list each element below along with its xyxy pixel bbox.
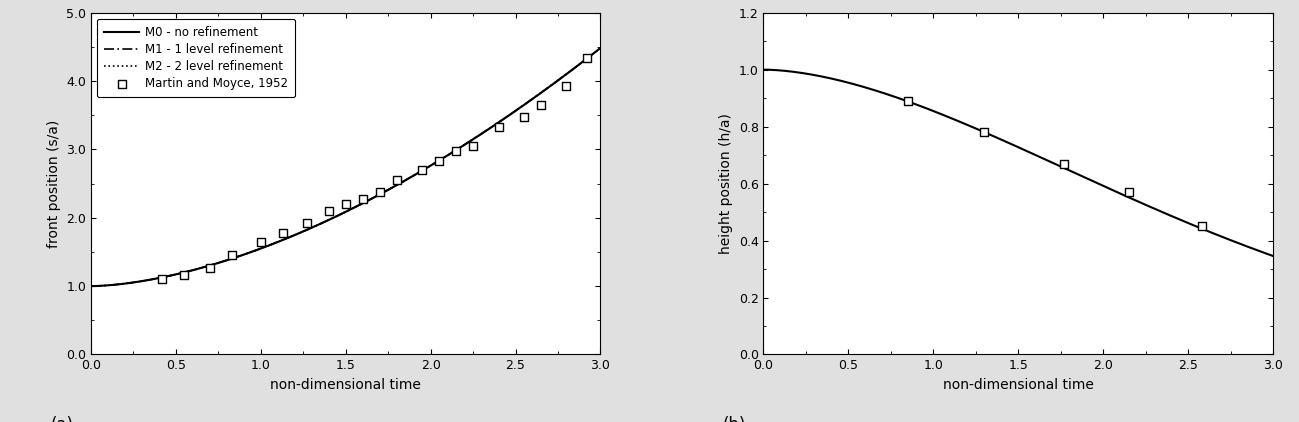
Martin and Moyce, 1952 <box>369 188 390 195</box>
Y-axis label: height position (h/a): height position (h/a) <box>720 113 733 254</box>
M0 - no refinement <box>581 55 596 60</box>
M0 - no refinement <box>500 113 516 118</box>
Martin and Moyce, 1952 <box>412 167 433 173</box>
Martin and Moyce, 1952 <box>462 143 483 149</box>
M2 - 2 level refinement <box>592 46 608 51</box>
Martin and Moyce, 1952 <box>318 208 339 214</box>
Martin and Moyce, 1952 <box>296 220 317 227</box>
M0 - no refinement <box>592 46 608 51</box>
Martin and Moyce, 1952 <box>386 177 407 184</box>
Legend: M0 - no refinement, M1 - 1 level refinement, M2 - 2 level refinement, Martin and: M0 - no refinement, M1 - 1 level refinem… <box>97 19 295 97</box>
Text: (b): (b) <box>722 416 746 422</box>
Point <box>974 129 995 136</box>
M1 - 1 level refinement <box>592 46 608 51</box>
Text: (a): (a) <box>51 416 73 422</box>
Martin and Moyce, 1952 <box>222 252 243 259</box>
M1 - 1 level refinement <box>386 184 401 189</box>
Martin and Moyce, 1952 <box>273 230 294 236</box>
M2 - 2 level refinement <box>386 184 401 189</box>
Martin and Moyce, 1952 <box>513 113 534 120</box>
M2 - 2 level refinement <box>329 214 344 219</box>
M2 - 2 level refinement <box>500 113 516 118</box>
M2 - 2 level refinement <box>325 215 340 220</box>
M2 - 2 level refinement <box>83 284 99 289</box>
M0 - no refinement <box>359 199 374 204</box>
Point <box>1191 223 1212 230</box>
M0 - no refinement <box>83 284 99 289</box>
Line: M0 - no refinement: M0 - no refinement <box>91 48 600 286</box>
Y-axis label: front position (s/a): front position (s/a) <box>47 119 61 248</box>
Martin and Moyce, 1952 <box>174 272 195 279</box>
M1 - 1 level refinement <box>325 215 340 220</box>
Martin and Moyce, 1952 <box>556 82 577 89</box>
M2 - 2 level refinement <box>581 55 596 60</box>
Martin and Moyce, 1952 <box>488 124 509 130</box>
Line: M1 - 1 level refinement: M1 - 1 level refinement <box>91 48 600 286</box>
M0 - no refinement <box>329 214 344 219</box>
Martin and Moyce, 1952 <box>530 102 551 108</box>
Line: M2 - 2 level refinement: M2 - 2 level refinement <box>91 48 600 286</box>
M1 - 1 level refinement <box>329 214 344 219</box>
Point <box>1053 160 1074 167</box>
M2 - 2 level refinement <box>359 199 374 204</box>
Martin and Moyce, 1952 <box>352 195 373 202</box>
Point <box>898 97 918 104</box>
M0 - no refinement <box>386 184 401 189</box>
M1 - 1 level refinement <box>500 113 516 118</box>
M1 - 1 level refinement <box>581 55 596 60</box>
M0 - no refinement <box>325 215 340 220</box>
Martin and Moyce, 1952 <box>335 201 356 208</box>
Martin and Moyce, 1952 <box>577 55 598 62</box>
Martin and Moyce, 1952 <box>152 275 173 282</box>
M1 - 1 level refinement <box>359 199 374 204</box>
Martin and Moyce, 1952 <box>446 147 466 154</box>
Martin and Moyce, 1952 <box>251 238 271 245</box>
X-axis label: non-dimensional time: non-dimensional time <box>943 378 1094 392</box>
Martin and Moyce, 1952 <box>200 264 221 271</box>
Point <box>1118 189 1139 195</box>
X-axis label: non-dimensional time: non-dimensional time <box>270 378 421 392</box>
M1 - 1 level refinement <box>83 284 99 289</box>
Martin and Moyce, 1952 <box>429 158 449 165</box>
